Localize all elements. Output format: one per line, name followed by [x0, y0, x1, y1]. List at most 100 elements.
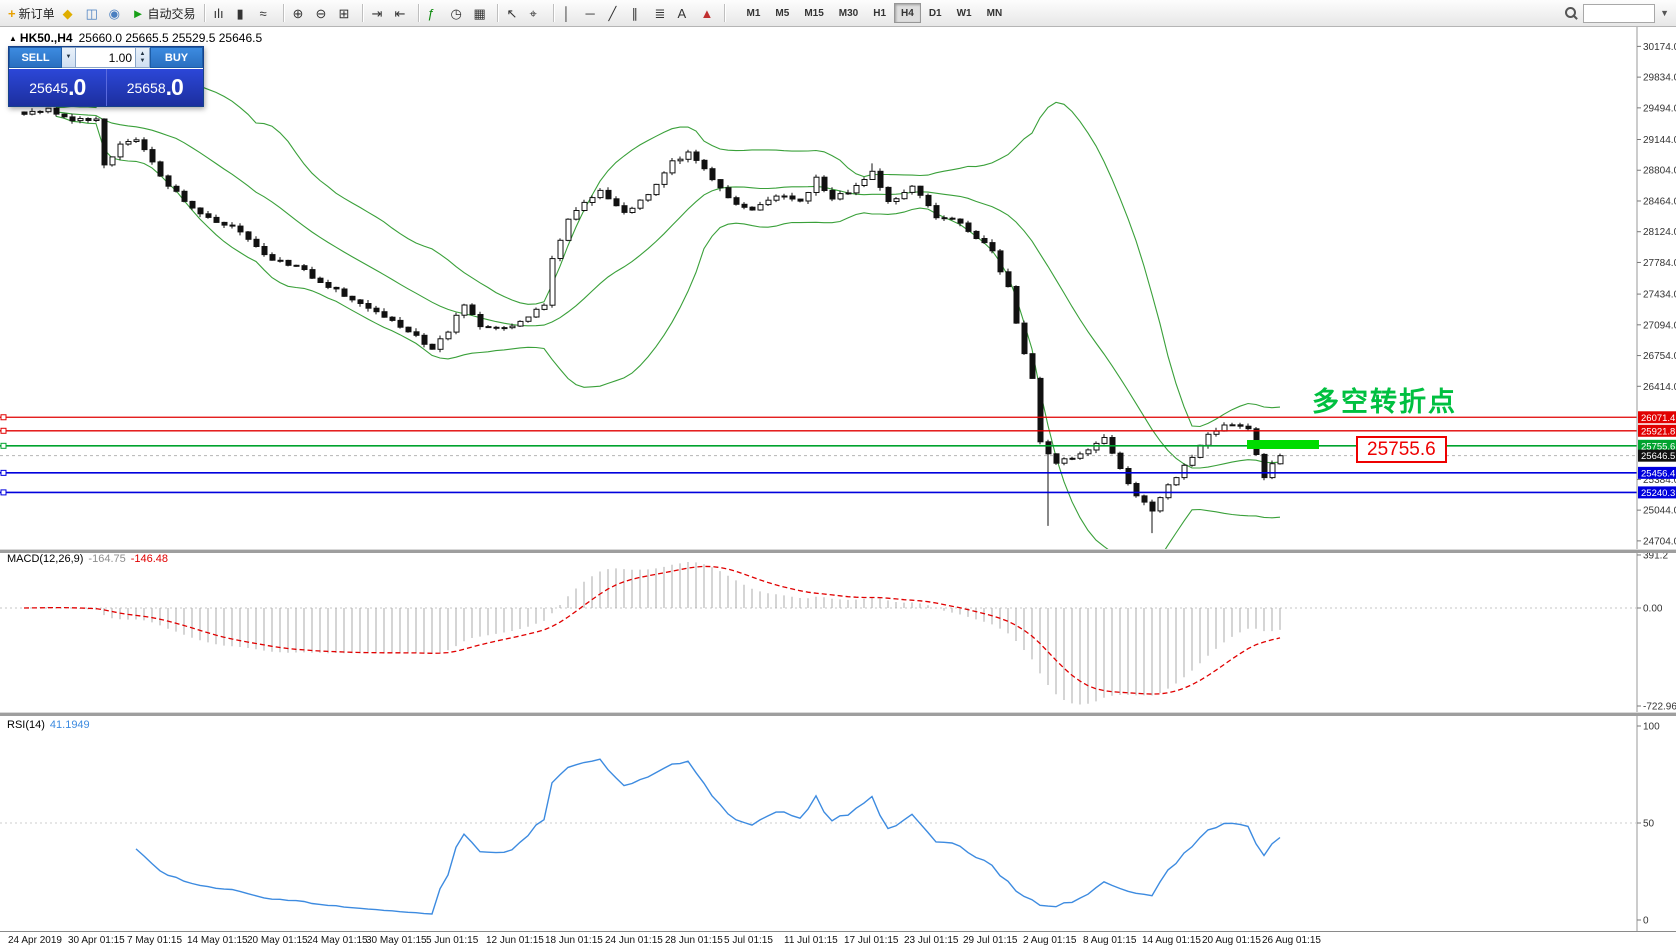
fibonacci-button[interactable]: ≣: [651, 2, 674, 24]
rsi-panel[interactable]: [0, 758, 1637, 915]
time-axis-label: 8 Aug 01:15: [1083, 935, 1137, 946]
cursor-button[interactable]: ↖: [503, 2, 526, 24]
bull-candle: [533, 308, 540, 318]
panel-separator[interactable]: [0, 549, 1676, 550]
zoom-in-button[interactable]: ⊕: [289, 2, 312, 24]
panel-separator[interactable]: [0, 712, 1676, 713]
timeframe-h1[interactable]: H1: [866, 3, 893, 23]
level-handle[interactable]: [0, 489, 7, 496]
price-axis-label: 27784.0: [1643, 258, 1676, 269]
bull-candle: [1157, 497, 1164, 512]
navigator-button[interactable]: ◉: [105, 2, 128, 24]
bear-candle: [365, 303, 372, 309]
price-callout[interactable]: 25755.6: [1356, 436, 1447, 463]
panel-separator[interactable]: [0, 550, 1676, 553]
volume-dropdown-button[interactable]: ▼: [62, 47, 76, 68]
highlight-bar[interactable]: [1247, 440, 1319, 449]
bear-candle: [261, 246, 268, 256]
bull-candle: [1173, 477, 1180, 486]
vertical-line-button[interactable]: │: [559, 2, 582, 24]
bull-candle: [589, 197, 596, 204]
timeframe-m30[interactable]: M30: [832, 3, 865, 23]
annotation-text[interactable]: 多空转折点: [1312, 387, 1457, 417]
bull-candle: [133, 139, 140, 143]
tile-windows-button[interactable]: ⊞: [335, 2, 358, 24]
search-input[interactable]: [1583, 3, 1656, 23]
auto-scroll-button[interactable]: ⇥: [368, 2, 391, 24]
crosshair-button[interactable]: ⌖: [526, 2, 549, 24]
bear-candle: [469, 304, 476, 315]
timeframe-m1[interactable]: M1: [740, 3, 768, 23]
price-tag-25921.8: [1638, 424, 1676, 437]
templates-button[interactable]: ▦: [470, 2, 493, 24]
sell-button[interactable]: SELL: [9, 47, 62, 68]
horizontal-line-button[interactable]: ─: [582, 2, 605, 24]
text-button[interactable]: A: [674, 2, 697, 24]
price-axis[interactable]: 30174.0 29834.0 29494.0 29144.0 28804.0 28464…: [1636, 27, 1676, 931]
new-order-button[interactable]: + 新订单: [4, 2, 59, 24]
timeframe-h4[interactable]: H4: [894, 3, 921, 23]
bull-candle: [1061, 458, 1068, 464]
profiles-button[interactable]: ◫: [82, 2, 105, 24]
timeframe-w1[interactable]: W1: [950, 3, 979, 23]
price-tag-label: 25646.5: [1641, 451, 1675, 462]
search-icon[interactable]: [1565, 6, 1578, 20]
bear-candle: [381, 311, 388, 318]
autotrading-button[interactable]: ► 自动交易: [128, 2, 200, 24]
chevron-down-icon[interactable]: ▼: [1660, 8, 1669, 18]
trendline-button[interactable]: ╱: [605, 2, 628, 24]
zoom-out-button[interactable]: ⊖: [312, 2, 335, 24]
macd-panel[interactable]: [0, 562, 1637, 705]
buy-button[interactable]: BUY: [150, 47, 203, 68]
timeframe-d1[interactable]: D1: [922, 3, 949, 23]
volume-stepper[interactable]: ▲ ▼: [136, 47, 150, 68]
level-handle[interactable]: [0, 442, 7, 449]
zoom-in-icon: ⊕: [292, 5, 304, 21]
level-handle[interactable]: [0, 427, 7, 434]
sell-price-button[interactable]: 25645 .0: [9, 69, 107, 106]
main-chart-plot[interactable]: [0, 84, 1637, 567]
bear-candle: [1245, 425, 1252, 430]
bear-candle: [941, 217, 948, 220]
bear-candle: [965, 222, 972, 232]
buy-price-button[interactable]: 25658 .0: [106, 69, 203, 106]
bear-candle: [1117, 452, 1124, 470]
panel-separator[interactable]: [0, 713, 1676, 716]
timeframe-mn[interactable]: MN: [980, 3, 1010, 23]
indicators-button[interactable]: ƒ: [424, 2, 447, 24]
chart-shift-button[interactable]: ⇤: [391, 2, 414, 24]
bear-candle: [989, 242, 996, 252]
channel-button[interactable]: ∥: [628, 2, 651, 24]
periods-button[interactable]: ◷: [447, 2, 470, 24]
bull-candle: [637, 199, 644, 209]
bear-candle: [717, 179, 724, 189]
bear-candle: [973, 230, 980, 239]
level-handle[interactable]: [0, 469, 7, 476]
vertical-line-icon: │: [562, 5, 571, 21]
bear-candle: [701, 159, 708, 170]
sell-price-frac: .0: [68, 74, 86, 100]
bull-candle: [437, 338, 444, 350]
bear-candle: [1053, 453, 1060, 464]
market-watch-button[interactable]: ◆: [59, 2, 82, 24]
level-handle[interactable]: [0, 414, 7, 421]
fibonacci-icon: ≣: [654, 5, 666, 21]
volume-input[interactable]: [76, 48, 135, 67]
stepper-down-icon: ▼: [139, 57, 146, 64]
bear-candle: [229, 224, 236, 227]
candlestick-chart-button[interactable]: ▮: [233, 2, 256, 24]
bear-candle: [949, 217, 956, 220]
bar-chart-button[interactable]: ılı: [210, 2, 233, 24]
bear-candle: [749, 206, 756, 211]
line-chart-button[interactable]: ≈: [256, 2, 279, 24]
bear-candle: [173, 185, 180, 192]
time-axis-label: 29 Jul 01:15: [963, 935, 1018, 946]
bear-candle: [101, 118, 108, 166]
arrows-button[interactable]: ▲: [697, 2, 720, 24]
crosshair-icon: ⌖: [529, 5, 537, 21]
timeframe-m5[interactable]: M5: [768, 3, 796, 23]
timeframe-m15[interactable]: M15: [797, 3, 830, 23]
time-axis[interactable]: 24 Apr 2019 30 Apr 01:15 7 May 01:15 14 May…: [0, 932, 1676, 951]
toolbar-separator: [203, 4, 206, 22]
